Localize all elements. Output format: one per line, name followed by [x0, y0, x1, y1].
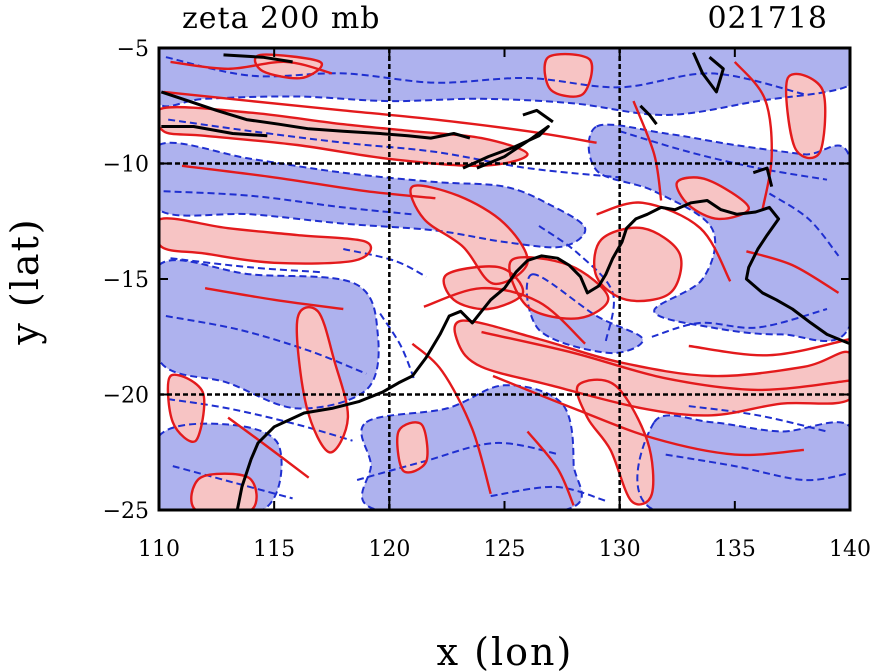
positive-region-outline	[543, 52, 594, 98]
x-tick-label: 130	[599, 537, 641, 562]
positive-contour	[481, 330, 850, 392]
negative-contour	[170, 257, 321, 274]
positive-region-outline	[593, 226, 683, 303]
map-title-variable: zeta 200 mb	[182, 1, 381, 36]
coastline	[161, 125, 268, 138]
negative-contour	[165, 315, 367, 375]
negative-contour	[651, 308, 828, 338]
x-tick-label: 140	[829, 537, 871, 562]
x-tick-label: 110	[138, 537, 180, 562]
positive-contour	[596, 201, 732, 282]
positive-region	[509, 257, 609, 319]
negative-region-outline	[159, 48, 850, 117]
positive-region-outline	[190, 472, 258, 510]
positive-region-outline	[396, 421, 429, 474]
x-tick-label: 120	[368, 537, 410, 562]
negative-region	[637, 415, 850, 510]
positive-region	[576, 379, 654, 505]
positive-region	[191, 473, 257, 510]
positive-region	[410, 185, 528, 284]
y-tick-label: −25	[103, 499, 149, 524]
negative-contour	[619, 130, 828, 181]
negative-contour	[538, 225, 615, 342]
negative-region-outline	[525, 273, 644, 355]
positive-contour	[204, 287, 344, 311]
positive-contour	[181, 164, 436, 200]
x-axis-title: x (lon)	[437, 630, 574, 672]
negative-contour	[665, 453, 850, 482]
negative-region	[159, 48, 850, 116]
positive-region-outline	[159, 217, 373, 265]
negative-region-outline	[587, 123, 850, 343]
negative-region-outline	[159, 422, 283, 510]
positive-contour	[170, 60, 333, 75]
negative-region	[361, 385, 582, 510]
positive-region-outline	[253, 53, 323, 80]
coastline	[522, 108, 554, 124]
x-tick-label: 135	[714, 537, 756, 562]
positive-region	[159, 218, 371, 264]
map-title-timestamp: 021718	[707, 1, 828, 36]
negative-region-outline	[360, 384, 583, 510]
positive-contour	[688, 337, 850, 357]
y-tick-label: −10	[103, 153, 149, 178]
y-tick-label: −5	[117, 37, 149, 62]
positive-region	[254, 54, 322, 79]
positive-contour	[632, 100, 663, 201]
positive-region-outline	[784, 72, 827, 160]
coastline	[462, 125, 550, 170]
positive-contour	[733, 61, 773, 210]
coastlines	[160, 51, 850, 510]
positive-region	[594, 227, 682, 301]
positive-contour	[526, 430, 575, 506]
axis-ticks: 110 115 120 125 130 135 140 −5 −10 −15 −20 −25	[103, 37, 871, 562]
y-tick-label: −15	[103, 268, 149, 293]
y-axis-title: y (lat)	[3, 217, 47, 345]
positive-contour	[227, 416, 310, 479]
negative-region	[588, 124, 850, 342]
negative-contour	[379, 313, 416, 381]
negative-contour	[490, 485, 607, 502]
positive-region	[544, 54, 593, 97]
coastline	[639, 104, 658, 126]
negative-contour	[343, 248, 427, 278]
positive-region-outline	[295, 306, 350, 454]
coastline	[160, 90, 471, 140]
negative-region-outline	[159, 141, 587, 249]
coastline	[223, 53, 293, 64]
positive-region	[167, 374, 205, 442]
positive-region-outline	[159, 105, 529, 168]
negative-contour	[356, 441, 560, 481]
negative-contour	[768, 192, 840, 257]
x-tick-label: 115	[253, 537, 295, 562]
positive-region	[786, 73, 826, 159]
positive-contour	[423, 286, 586, 345]
positive-region-outline	[575, 378, 655, 506]
negative-contour	[688, 405, 828, 433]
positive-region-outline	[166, 373, 206, 443]
y-tick-label: −20	[103, 384, 149, 409]
positive-contour	[492, 374, 804, 457]
coastline	[692, 51, 725, 94]
negative-contour	[168, 398, 353, 442]
coastline	[752, 166, 774, 187]
negative-region-outline	[159, 259, 380, 410]
negative-contour	[172, 465, 293, 500]
positive-region-outline	[442, 265, 525, 311]
positive-region	[397, 422, 428, 473]
grid-lines	[159, 48, 850, 510]
x-tick-label: 125	[484, 537, 526, 562]
positive-contour	[163, 90, 597, 144]
coastline	[235, 199, 850, 510]
negative-contour	[163, 190, 413, 216]
